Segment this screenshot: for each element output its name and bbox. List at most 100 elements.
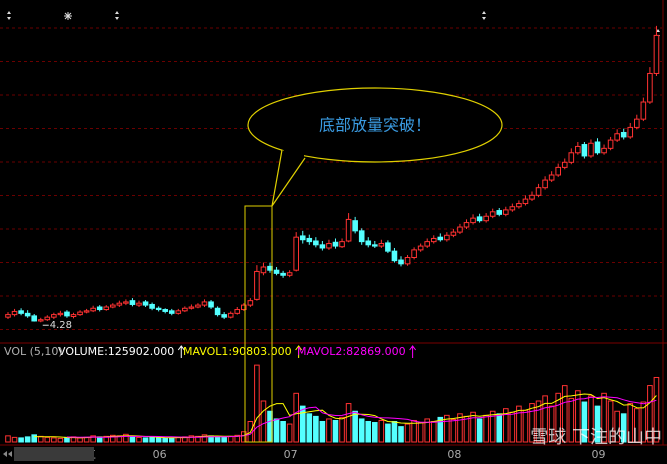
volume-bar bbox=[155, 436, 162, 443]
candle-body bbox=[496, 210, 503, 215]
volume-bar bbox=[620, 413, 627, 443]
volume-bar bbox=[437, 416, 444, 443]
volume-bar bbox=[168, 437, 175, 443]
candle-body bbox=[254, 270, 260, 300]
volume-bar bbox=[398, 426, 404, 443]
volume-bar bbox=[516, 405, 522, 443]
volume-bar bbox=[463, 415, 470, 443]
volume-bar bbox=[286, 423, 293, 443]
callout-bubble bbox=[247, 87, 503, 163]
x-tick-label: 08 bbox=[447, 448, 461, 461]
volume-bar bbox=[411, 419, 417, 443]
volume-bar bbox=[149, 436, 155, 443]
volume-bar bbox=[601, 392, 607, 443]
volume-bar bbox=[457, 413, 463, 443]
candle-body bbox=[444, 234, 450, 241]
volume-bar bbox=[483, 414, 489, 443]
volume-bar bbox=[358, 418, 365, 443]
candle-body bbox=[607, 139, 614, 149]
candle-body bbox=[352, 220, 358, 232]
volume-bar bbox=[18, 437, 24, 443]
volume-bar bbox=[227, 435, 234, 443]
volume-bar bbox=[581, 401, 588, 443]
volume-bar bbox=[188, 435, 195, 443]
volume-bar bbox=[404, 423, 411, 443]
candle-body bbox=[378, 243, 385, 247]
candle-body bbox=[319, 244, 326, 249]
scroll-arrows bbox=[3, 451, 12, 457]
volume-bar bbox=[555, 392, 562, 443]
candle-body bbox=[142, 301, 149, 306]
volume-bar bbox=[627, 403, 634, 443]
candle-body bbox=[522, 198, 529, 205]
candle-body bbox=[483, 215, 489, 222]
candle-body bbox=[234, 309, 241, 314]
candle-body bbox=[70, 314, 77, 318]
volume-bar bbox=[90, 435, 96, 443]
volume-bar bbox=[234, 434, 241, 443]
x-tick-label: 07 bbox=[284, 448, 298, 461]
candle-body bbox=[155, 307, 162, 311]
marker bbox=[7, 11, 11, 20]
candle-body bbox=[627, 126, 634, 138]
volume-bar bbox=[594, 405, 601, 443]
volume-bar bbox=[299, 405, 306, 443]
volume-bar bbox=[280, 421, 286, 443]
candle-body bbox=[332, 241, 339, 247]
volume-bar bbox=[385, 423, 391, 443]
candle-body bbox=[64, 311, 70, 317]
candle-body bbox=[594, 141, 601, 154]
date-box bbox=[14, 447, 94, 461]
candle-body bbox=[96, 306, 103, 311]
volume-bar bbox=[345, 403, 352, 443]
volume-bar bbox=[489, 410, 496, 443]
candle-body bbox=[620, 131, 627, 138]
candle-body bbox=[123, 301, 129, 304]
volume-bar bbox=[640, 401, 647, 443]
candle-body bbox=[647, 72, 653, 103]
highlight-box bbox=[244, 205, 273, 443]
candle-body bbox=[365, 240, 372, 246]
volume-bar bbox=[241, 431, 247, 443]
candle-body bbox=[103, 306, 110, 311]
volume-bar bbox=[470, 411, 476, 443]
candle-body bbox=[136, 302, 142, 306]
candle-body bbox=[168, 310, 175, 314]
candle-body bbox=[241, 304, 247, 311]
candle-body bbox=[385, 242, 391, 252]
candle-body bbox=[411, 249, 417, 258]
volume-bar bbox=[214, 436, 221, 443]
candle-body bbox=[175, 310, 182, 314]
candle-body bbox=[149, 303, 155, 309]
volume-bar bbox=[136, 436, 142, 443]
volume-bar bbox=[273, 418, 280, 443]
candle-body bbox=[37, 319, 44, 322]
candle-body bbox=[214, 307, 221, 316]
volume-bar bbox=[57, 437, 64, 443]
marker bbox=[64, 12, 72, 20]
candle-body bbox=[509, 206, 516, 211]
volume-bar bbox=[77, 437, 83, 443]
volume-title: VOL (5,10) bbox=[4, 345, 63, 358]
candle-body bbox=[5, 314, 11, 318]
volume-bar bbox=[339, 416, 345, 443]
volume-bar bbox=[561, 385, 568, 443]
candle-body bbox=[470, 217, 476, 224]
candle-body bbox=[424, 241, 430, 247]
candle-body bbox=[398, 259, 404, 265]
volume-bar bbox=[424, 418, 430, 443]
volume-bar bbox=[509, 411, 516, 443]
volume-bar bbox=[588, 395, 594, 443]
candle-body bbox=[273, 269, 280, 274]
volume-bar bbox=[293, 392, 299, 443]
candle-body bbox=[208, 301, 214, 308]
volume-bar bbox=[5, 435, 11, 443]
candle-body bbox=[588, 142, 594, 157]
candle-body bbox=[653, 34, 660, 74]
volume-bar bbox=[37, 435, 44, 443]
candle-body bbox=[90, 307, 96, 312]
candle-body bbox=[306, 237, 313, 243]
candle-body bbox=[162, 309, 168, 312]
candle-body bbox=[116, 302, 123, 306]
volume-bar bbox=[254, 364, 260, 443]
